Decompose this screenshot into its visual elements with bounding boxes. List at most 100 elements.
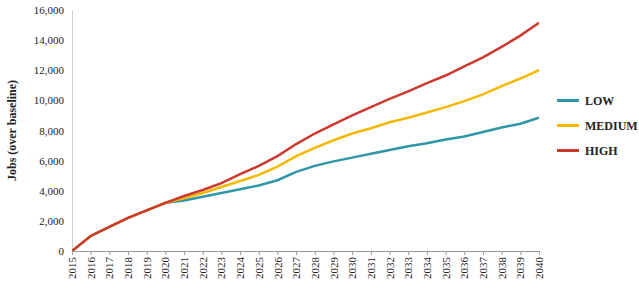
x-tick: 2030: [346, 251, 358, 279]
x-tick: 2029: [328, 251, 340, 279]
x-tick-mark: [483, 251, 484, 255]
x-tick: 2017: [103, 251, 115, 279]
y-tick-label: 10,000: [34, 94, 65, 106]
legend-label: MEDIUM: [585, 119, 638, 133]
x-tick: 2037: [477, 251, 489, 279]
x-tick-label: 2034: [421, 257, 433, 280]
x-tick-mark: [334, 251, 335, 255]
x-tick-mark: [259, 251, 260, 255]
y-tick-label: 12,000: [34, 64, 65, 76]
x-tick: 2035: [440, 251, 452, 279]
x-tick: 2021: [178, 251, 190, 279]
y-tick-label: 6,000: [39, 155, 64, 167]
x-tick-label: 2038: [496, 257, 508, 280]
y-tick: 4,000: [39, 185, 72, 197]
x-tick: 2034: [421, 251, 433, 279]
legend: LOWMEDIUMHIGH: [557, 94, 638, 158]
x-tick-mark: [464, 251, 465, 255]
x-tick-label: 2019: [141, 257, 153, 280]
x-tick-mark: [91, 251, 92, 255]
x-tick: 2018: [122, 251, 134, 279]
y-tick-label: 4,000: [39, 185, 64, 197]
y-tick-label: 16,000: [34, 4, 65, 16]
x-tick-mark: [315, 251, 316, 255]
x-tick-mark: [109, 251, 110, 255]
x-tick-label: 2028: [309, 257, 321, 280]
x-tick-label: 2024: [234, 257, 246, 280]
x-tick-label: 2026: [272, 257, 284, 280]
x-tick-mark: [221, 251, 222, 255]
x-tick-mark: [203, 251, 204, 255]
x-tick: 2016: [85, 251, 97, 279]
x-tick: 2033: [402, 251, 414, 279]
y-tick: 2,000: [39, 215, 72, 227]
x-tick: 2020: [159, 251, 171, 279]
y-tick-label: 0: [59, 245, 65, 257]
chart: 0 2,000 4,000 6,000 8,000 10,000 12,000 14,000 1…: [0, 0, 639, 301]
x-tick: 2040: [533, 251, 545, 279]
x-tick-mark: [352, 251, 353, 255]
x-tick-mark: [296, 251, 297, 255]
legend-label: LOW: [585, 94, 614, 108]
x-tick: 2015: [66, 251, 78, 279]
legend-swatch: [557, 149, 579, 152]
x-tick-mark: [520, 251, 521, 255]
x-tick-label: 2031: [365, 257, 377, 279]
x-tick-label: 2016: [85, 257, 97, 280]
x-tick-mark: [390, 251, 391, 255]
x-tick-label: 2030: [346, 257, 358, 280]
x-tick-label: 2039: [514, 257, 526, 280]
x-tick-mark: [128, 251, 129, 255]
x-tick-mark: [539, 251, 540, 255]
x-tick-mark: [165, 251, 166, 255]
x-tick-label: 2025: [253, 257, 265, 280]
x-tick-label: 2037: [477, 257, 489, 280]
x-tick: 2025: [253, 251, 265, 279]
x-tick-mark: [240, 251, 241, 255]
y-tick: 14,000: [34, 34, 72, 46]
x-axis-line: [73, 251, 540, 252]
legend-swatch: [557, 99, 579, 102]
x-tick-mark: [408, 251, 409, 255]
x-tick-label: 2040: [533, 257, 545, 280]
x-tick: 2027: [290, 251, 302, 279]
x-tick: 2031: [365, 251, 377, 279]
series-line: [72, 23, 539, 251]
x-tick: 2019: [141, 251, 153, 279]
x-tick: 2026: [272, 251, 284, 279]
y-tick: 10,000: [34, 94, 72, 106]
x-tick: 2039: [514, 251, 526, 279]
y-axis-line: [72, 11, 73, 252]
x-tick-label: 2035: [440, 257, 452, 280]
x-tick-label: 2021: [178, 257, 190, 279]
x-tick-mark: [502, 251, 503, 255]
x-tick-label: 2023: [215, 257, 227, 280]
y-axis: 0 2,000 4,000 6,000 8,000 10,000 12,000 14,000 1…: [34, 4, 73, 257]
x-tick: 2038: [496, 251, 508, 279]
x-tick-label: 2018: [122, 257, 134, 280]
x-tick-mark: [147, 251, 148, 255]
x-tick: 2023: [215, 251, 227, 279]
x-tick-label: 2027: [290, 257, 302, 280]
x-axis: 2015 2016 2017 2018 2019 2020 2021 2022 2023 2024…: [66, 251, 545, 279]
y-tick-label: 14,000: [34, 34, 65, 46]
x-tick: 2032: [384, 251, 396, 279]
y-tick: 16,000: [34, 4, 72, 16]
y-tick-label: 8,000: [39, 125, 64, 137]
x-tick-mark: [184, 251, 185, 255]
x-tick-label: 2036: [458, 257, 470, 280]
y-axis-title: Jobs (over baseline): [5, 80, 19, 181]
x-tick-mark: [277, 251, 278, 255]
x-tick: 2028: [309, 251, 321, 279]
x-tick-label: 2022: [197, 257, 209, 279]
y-tick: 0: [59, 245, 73, 257]
x-tick-label: 2020: [159, 257, 171, 280]
x-tick: 2036: [458, 251, 470, 279]
x-tick: 2024: [234, 251, 246, 279]
x-tick: 2022: [197, 251, 209, 279]
x-tick-mark: [72, 251, 73, 255]
x-tick-label: 2032: [384, 257, 396, 279]
y-tick: 12,000: [34, 64, 72, 76]
x-tick-label: 2033: [402, 257, 414, 280]
x-tick-label: 2015: [66, 257, 78, 280]
